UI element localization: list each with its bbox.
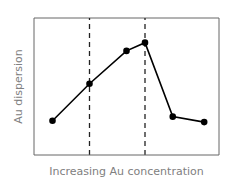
svg-text:Au dispersion: Au dispersion xyxy=(12,49,25,124)
svg-text:Increasing Au concentration: Increasing Au concentration xyxy=(49,165,203,178)
